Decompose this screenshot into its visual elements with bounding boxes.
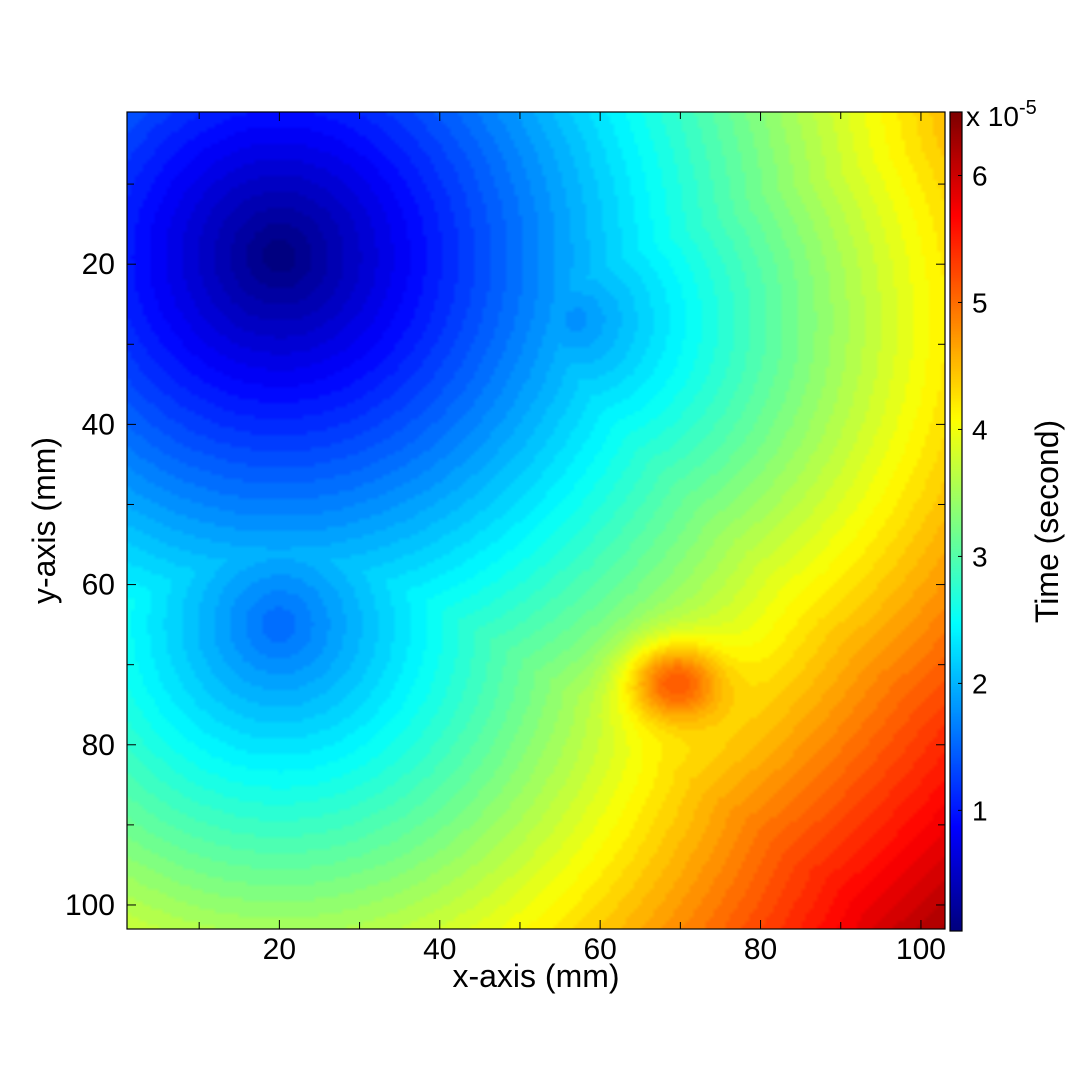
- y-tick-label: 100: [65, 889, 115, 922]
- colorbar-title: Time (second): [1029, 420, 1065, 623]
- colorbar-frame: [949, 111, 963, 932]
- x-tick-label: 80: [744, 933, 777, 966]
- colorbar-gradient: [950, 112, 962, 931]
- colorbar-multiplier-prefix: x 10: [966, 101, 1019, 132]
- plot-frame: [126, 111, 946, 930]
- x-tick-label: 60: [583, 933, 616, 966]
- plot-area: [126, 111, 946, 930]
- x-tick-label: 20: [263, 933, 296, 966]
- colorbar-tick-label: 5: [972, 287, 988, 318]
- heatmap-field: [127, 112, 945, 929]
- x-axis-title: x-axis (mm): [452, 958, 619, 994]
- colorbar-tick-label: 4: [972, 414, 988, 445]
- y-tick-label: 60: [82, 569, 115, 602]
- y-tick-label: 40: [82, 408, 115, 441]
- colorbar-multiplier: x 10-5: [966, 97, 1037, 132]
- colorbar: 1 2 3 4 5 6 x 10-5 Time (second): [949, 97, 1065, 932]
- colorbar-tick-label: 1: [972, 795, 988, 826]
- y-axis-ticks: 20 40 60 80 100: [65, 183, 945, 922]
- colorbar-ticks: 1 2 3 4 5 6: [958, 160, 988, 826]
- x-axis-ticks: 20 40 60 80 100: [198, 112, 946, 966]
- y-tick-label: 80: [82, 729, 115, 762]
- colorbar-tick-label: 3: [972, 541, 988, 572]
- y-tick-label: 20: [82, 248, 115, 281]
- colorbar-tick-label: 6: [972, 160, 988, 191]
- x-tick-label: 100: [896, 933, 946, 966]
- x-tick-label: 40: [423, 933, 456, 966]
- y-axis-title: y-axis (mm): [26, 437, 62, 604]
- colorbar-multiplier-exponent: -5: [1019, 97, 1037, 119]
- colorbar-tick-label: 2: [972, 668, 988, 699]
